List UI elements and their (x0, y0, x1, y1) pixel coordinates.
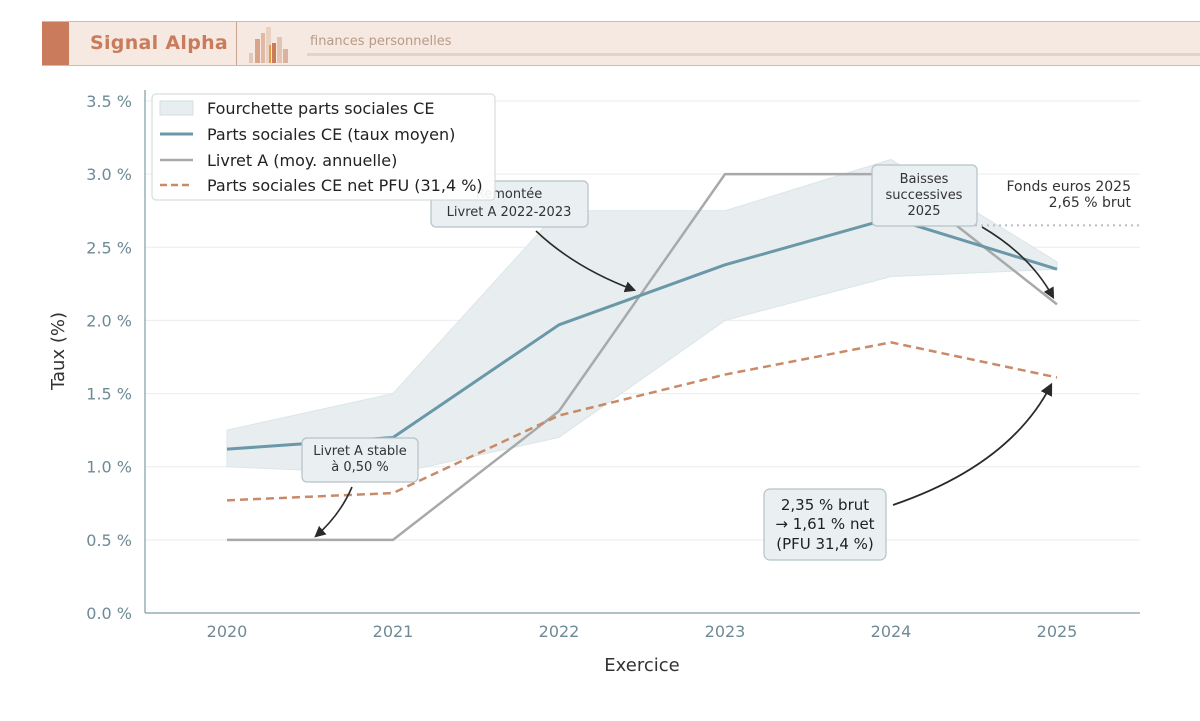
reference-label-line2: 2,65 % brut (1049, 195, 1132, 211)
legend: Fourchette parts sociales CE Parts socia… (151, 93, 496, 201)
x-tick-label: 2023 (705, 622, 746, 641)
svg-text:2,35 % brut: 2,35 % brut (781, 496, 869, 514)
svg-text:→ 1,61 % net: → 1,61 % net (775, 515, 874, 533)
arrow-net-pfu (892, 382, 1053, 506)
x-tick-label: 2024 (871, 622, 912, 641)
y-tick-label: 3.0 % (86, 165, 132, 184)
reference-label-line1: Fonds euros 2025 (1007, 179, 1132, 195)
y-tick-label: 0.0 % (86, 604, 132, 623)
legend-swatch-band (159, 100, 194, 116)
svg-text:Baisses: Baisses (900, 172, 949, 187)
annotation-arrows (314, 226, 1055, 538)
annotation-baisses: Baisses successives 2025 (871, 164, 978, 227)
legend-label-livret-a: Livret A (moy. annuelle) (207, 151, 397, 170)
y-tick-label: 3.5 % (86, 92, 132, 111)
y-tick-label: 2.0 % (86, 311, 132, 330)
arrow-livret-stable (314, 486, 353, 538)
series-line-net-pfu (226, 341, 1058, 502)
svg-text:Livret A 2022-2023: Livret A 2022-2023 (447, 205, 572, 220)
svg-text:(PFU 31,4 %): (PFU 31,4 %) (776, 535, 874, 553)
header-divider (236, 22, 237, 65)
x-tick-labels: 2020 2021 2022 2023 2024 2025 (207, 622, 1078, 641)
svg-text:à 0,50 %: à 0,50 % (331, 460, 389, 475)
x-tick-label: 2020 (207, 622, 248, 641)
annotation-livret-stable: Livret A stable à 0,50 % (301, 437, 419, 483)
x-axis-label: Exercice (604, 655, 679, 676)
site-header: Signal Alpha finances personnelles (42, 21, 1200, 66)
brand-color-block (42, 22, 69, 65)
y-axis-label: Taux (%) (48, 312, 69, 391)
y-tick-label: 1.5 % (86, 385, 132, 404)
legend-label-parts-sociales: Parts sociales CE (taux moyen) (207, 125, 455, 144)
tagline-underline (307, 53, 1200, 56)
legend-label-band: Fourchette parts sociales CE (207, 99, 434, 118)
legend-label-net-pfu: Parts sociales CE net PFU (31,4 %) (207, 176, 483, 195)
annotation-net-pfu: 2,35 % brut → 1,61 % net (PFU 31,4 %) (763, 488, 887, 561)
bar-cluster-logo-icon (249, 27, 288, 63)
y-tick-label: 1.0 % (86, 458, 132, 477)
y-tick-labels: 0.0 % 0.5 % 1.0 % 1.5 % 2.0 % 2.5 % 3.0 % 3.5 % (86, 92, 132, 623)
svg-text:2025: 2025 (907, 204, 940, 219)
x-tick-label: 2022 (539, 622, 580, 641)
y-tick-label: 0.5 % (86, 531, 132, 550)
tagline: finances personnelles (310, 34, 452, 49)
svg-text:Livret A stable: Livret A stable (313, 444, 407, 459)
x-tick-label: 2025 (1037, 622, 1078, 641)
arrow-remontee (535, 230, 637, 293)
x-tick-label: 2021 (373, 622, 414, 641)
brand-name[interactable]: Signal Alpha (90, 32, 229, 54)
y-tick-label: 2.5 % (86, 238, 132, 257)
svg-text:successives: successives (886, 188, 963, 203)
arrow-baisses (981, 226, 1055, 299)
